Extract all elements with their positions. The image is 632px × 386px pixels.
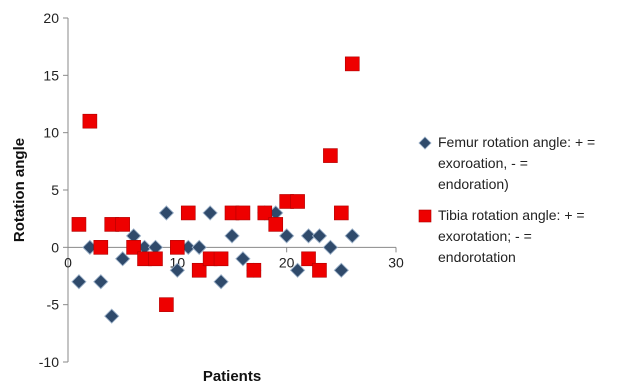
legend-entry-femur: Femur rotation angle: + = exoroation, - … bbox=[418, 132, 628, 195]
data-points bbox=[71, 56, 360, 324]
x-tick-label: 0 bbox=[64, 254, 72, 270]
femur-point bbox=[104, 308, 120, 324]
y-tick-label: 0 bbox=[51, 239, 59, 255]
femur-point bbox=[158, 205, 175, 221]
tibia-point bbox=[257, 205, 273, 221]
tibia-point bbox=[115, 217, 130, 232]
femur-point bbox=[279, 228, 295, 244]
y-axis-title: Rotation angle bbox=[11, 138, 28, 242]
x-tick-label: 20 bbox=[279, 254, 295, 270]
tibia-point bbox=[246, 262, 262, 278]
femur-point bbox=[213, 274, 229, 290]
tibia-point bbox=[213, 251, 229, 267]
tibia-point bbox=[191, 262, 207, 278]
tibia-point bbox=[344, 56, 360, 72]
femur-point bbox=[115, 251, 131, 267]
y-tick-label: 15 bbox=[43, 67, 59, 83]
femur-point bbox=[191, 239, 207, 255]
x-tick-label: 30 bbox=[388, 254, 404, 270]
tibia-point bbox=[71, 217, 87, 232]
femur-point bbox=[169, 262, 185, 278]
femur-point bbox=[71, 274, 87, 290]
tibia-point bbox=[170, 240, 185, 255]
legend-label-femur: Femur rotation angle: + = exoroation, - … bbox=[438, 134, 596, 192]
y-axis-ticks: -10 -5 0 5 10 15 20 bbox=[39, 10, 68, 370]
y-tick-label: -10 bbox=[39, 354, 59, 370]
tibia-point bbox=[334, 205, 349, 221]
legend-entry-tibia: Tibia rotation angle: + = exorotation; -… bbox=[418, 205, 628, 268]
x-axis-title: Patients bbox=[203, 368, 261, 385]
tibia-point bbox=[268, 217, 284, 232]
tibia-point bbox=[312, 262, 327, 278]
y-tick-label: 5 bbox=[51, 182, 59, 198]
tibia-point bbox=[180, 205, 196, 221]
femur-point bbox=[224, 228, 240, 244]
tibia-point bbox=[126, 240, 141, 255]
femur-point bbox=[344, 228, 360, 244]
legend: Femur rotation angle: + = exoroation, - … bbox=[418, 132, 628, 278]
tibia-point bbox=[93, 240, 109, 255]
femur-point bbox=[289, 262, 306, 278]
diamond-marker-icon bbox=[418, 136, 432, 150]
x-tick-label: 10 bbox=[170, 254, 186, 270]
femur-point bbox=[311, 228, 328, 244]
y-tick-label: 10 bbox=[43, 125, 59, 141]
y-tick-label: -5 bbox=[47, 297, 60, 313]
tibia-point bbox=[290, 194, 305, 209]
femur-point bbox=[322, 239, 339, 255]
tibia-point bbox=[148, 251, 163, 267]
legend-label-tibia: Tibia rotation angle: + = exorotation; -… bbox=[438, 207, 585, 265]
tibia-point bbox=[159, 297, 174, 312]
tibia-point bbox=[82, 113, 98, 129]
femur-point bbox=[202, 205, 218, 221]
femur-point bbox=[93, 274, 109, 290]
x-axis-ticks: 0 10 20 30 bbox=[64, 247, 404, 270]
tibia-point bbox=[323, 148, 338, 163]
femur-point bbox=[235, 251, 251, 267]
femur-point bbox=[300, 228, 317, 244]
tibia-point bbox=[301, 251, 316, 267]
square-marker-icon bbox=[418, 209, 432, 223]
tibia-point bbox=[235, 205, 251, 221]
femur-point bbox=[333, 262, 349, 278]
y-tick-label: 20 bbox=[43, 10, 59, 26]
